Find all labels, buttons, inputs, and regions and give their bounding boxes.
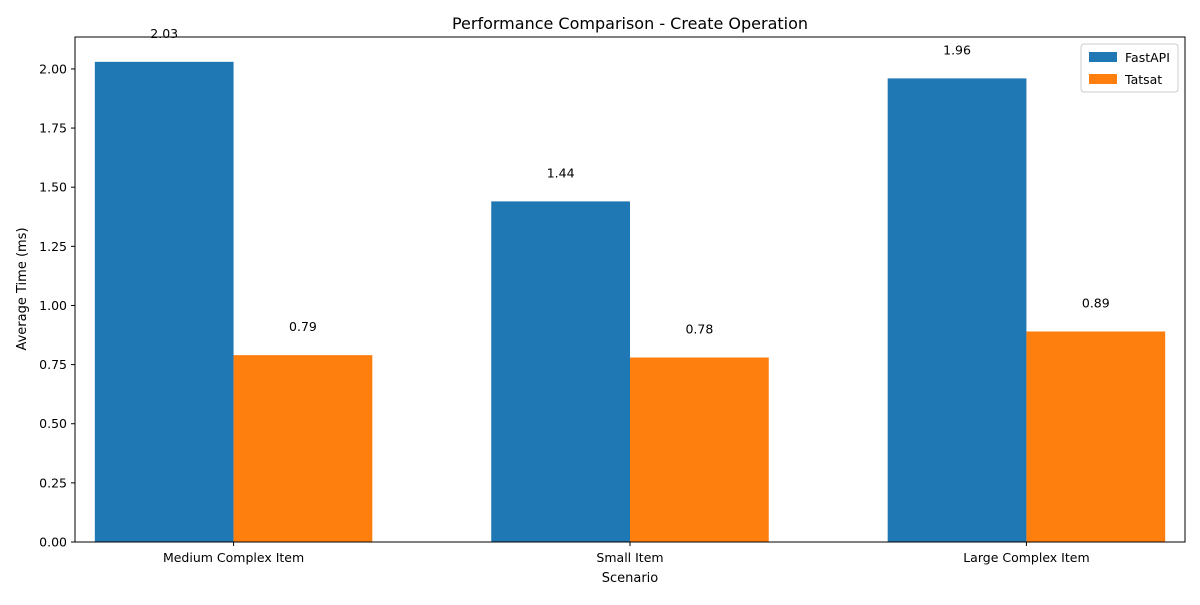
y-tick-label: 0.00: [39, 535, 67, 550]
legend: FastAPI Tatsat: [1080, 43, 1179, 93]
legend-label-fastapi: FastAPI: [1125, 50, 1170, 65]
x-tick-label: Medium Complex Item: [163, 550, 304, 565]
legend-swatch-tatsat: [1089, 74, 1117, 84]
bar-tatsat-2: [630, 357, 769, 542]
x-axis: Medium Complex Item Small Item Large Compl…: [163, 542, 1090, 565]
y-tick-label: 0.25: [39, 475, 67, 490]
bar-tatsat-1: [233, 355, 373, 542]
y-axis-label: Average Time (ms): [15, 227, 30, 350]
bar-tatsat-3: [1026, 331, 1166, 542]
x-tick-label: Small Item: [596, 550, 663, 565]
data-label-tatsat-3: 0.89: [1082, 295, 1110, 310]
y-tick-label: 0.50: [39, 416, 67, 431]
chart-title: Performance Comparison - Create Operatio…: [452, 14, 808, 33]
x-tick-label: Large Complex Item: [963, 550, 1089, 565]
data-label-fastapi-1: 2.03: [150, 26, 178, 41]
data-label-fastapi-2: 1.44: [547, 165, 575, 180]
bar-fastapi-2: [491, 201, 630, 542]
y-tick-label: 1.25: [39, 239, 67, 254]
legend-label-tatsat: Tatsat: [1124, 72, 1162, 87]
y-tick-label: 1.50: [39, 180, 67, 195]
legend-swatch-fastapi: [1089, 52, 1117, 62]
y-tick-label: 1.75: [39, 121, 67, 136]
x-axis-label: Scenario: [602, 571, 659, 586]
bar-fastapi-3: [887, 78, 1027, 543]
y-tick-label: 0.75: [39, 357, 67, 372]
data-label-tatsat-1: 0.79: [289, 319, 317, 334]
plot-area: 2.03 1.44 1.96 0.79 0.78 0.89: [74, 26, 1186, 543]
bar-fastapi-1: [94, 61, 234, 543]
y-tick-label: 1.00: [39, 298, 67, 313]
data-label-fastapi-3: 1.96: [943, 42, 971, 57]
y-axis: 0.00 0.25 0.50 0.75 1.00 1.25 1.50 1.75 2.00: [39, 61, 75, 550]
data-label-tatsat-2: 0.78: [685, 322, 713, 337]
y-tick-label: 2.00: [39, 61, 67, 76]
